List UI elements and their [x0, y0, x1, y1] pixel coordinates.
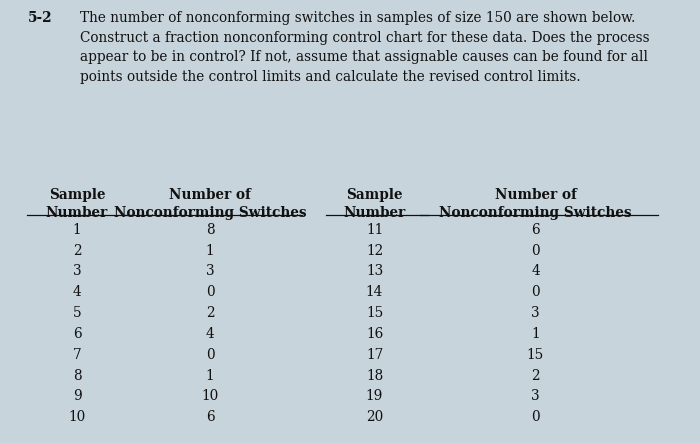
Text: 2: 2	[73, 244, 81, 258]
Text: Number of: Number of	[169, 188, 251, 202]
Text: 4: 4	[73, 285, 81, 299]
Text: 6: 6	[531, 223, 540, 237]
Text: 6: 6	[73, 327, 81, 341]
Text: 0: 0	[206, 285, 214, 299]
Text: 5: 5	[73, 306, 81, 320]
Text: 1: 1	[206, 369, 214, 383]
Text: 4: 4	[206, 327, 214, 341]
Text: 12: 12	[366, 244, 383, 258]
Text: 1: 1	[206, 244, 214, 258]
Text: Nonconforming Switches: Nonconforming Switches	[440, 206, 631, 220]
Text: Sample: Sample	[49, 188, 105, 202]
Text: 9: 9	[73, 389, 81, 404]
Text: 8: 8	[206, 223, 214, 237]
Text: 2: 2	[531, 369, 540, 383]
Text: 8: 8	[73, 369, 81, 383]
Text: 1: 1	[73, 223, 81, 237]
Text: 16: 16	[366, 327, 383, 341]
Text: 0: 0	[531, 244, 540, 258]
Text: 3: 3	[531, 306, 540, 320]
Text: Sample: Sample	[346, 188, 402, 202]
Text: 10: 10	[202, 389, 218, 404]
Text: 17: 17	[366, 348, 383, 362]
Text: 11: 11	[366, 223, 383, 237]
Text: 2: 2	[206, 306, 214, 320]
Text: 14: 14	[366, 285, 383, 299]
Text: 20: 20	[366, 410, 383, 424]
Text: 1: 1	[531, 327, 540, 341]
Text: The number of nonconforming switches in samples of size 150 are shown below.
Con: The number of nonconforming switches in …	[80, 11, 650, 84]
Text: 7: 7	[73, 348, 81, 362]
Text: 13: 13	[366, 264, 383, 279]
Text: Number of: Number of	[495, 188, 576, 202]
Text: 19: 19	[366, 389, 383, 404]
Text: 6: 6	[206, 410, 214, 424]
Text: 18: 18	[366, 369, 383, 383]
Text: 0: 0	[531, 410, 540, 424]
Text: 3: 3	[206, 264, 214, 279]
Text: 10: 10	[69, 410, 85, 424]
Text: 4: 4	[531, 264, 540, 279]
Text: 0: 0	[531, 285, 540, 299]
Text: Number: Number	[46, 206, 108, 220]
Text: Number: Number	[344, 206, 405, 220]
Text: 0: 0	[206, 348, 214, 362]
Text: 15: 15	[366, 306, 383, 320]
Text: 5-2: 5-2	[28, 11, 52, 25]
Text: 3: 3	[73, 264, 81, 279]
Text: Nonconforming Switches: Nonconforming Switches	[113, 206, 307, 220]
Text: 15: 15	[527, 348, 544, 362]
Text: 3: 3	[531, 389, 540, 404]
